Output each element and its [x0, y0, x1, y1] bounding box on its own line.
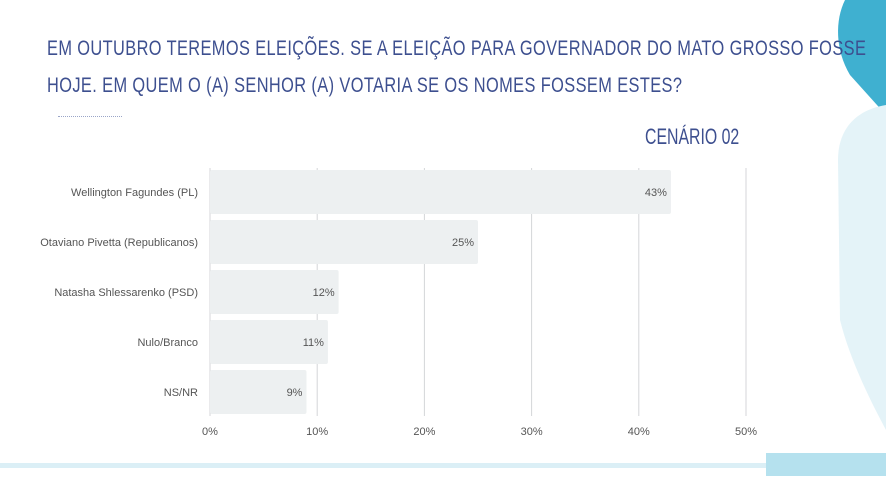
bar: [210, 320, 328, 364]
bar-value-label: 43%: [645, 187, 667, 199]
x-tick-label: 50%: [735, 426, 757, 438]
page-title: EM OUTUBRO TEREMOS ELEIÇÕES. SE A ELEIÇÃ…: [47, 30, 866, 104]
category-label: Nulo/Branco: [137, 337, 198, 349]
x-tick-label: 20%: [413, 426, 435, 438]
x-tick-label: 30%: [521, 426, 543, 438]
scenario-label: CENÁRIO 02: [645, 124, 740, 149]
divider: [58, 116, 122, 117]
x-tick-label: 10%: [306, 426, 328, 438]
bar-value-label: 25%: [452, 237, 474, 249]
bar-value-label: 9%: [287, 387, 303, 399]
title-line-2: HOJE. EM QUEM O (A) SENHOR (A) VOTARIA S…: [47, 74, 683, 97]
category-label: Natasha Shlessarenko (PSD): [54, 287, 198, 299]
x-tick-label: 0%: [202, 426, 218, 438]
bar: [210, 170, 671, 214]
bar-value-label: 11%: [303, 337, 324, 349]
bar: [210, 270, 339, 314]
bar-value-label: 12%: [313, 287, 335, 299]
category-label: Otaviano Pivetta (Republicanos): [40, 237, 198, 249]
category-label: NS/NR: [164, 387, 198, 399]
bar: [210, 220, 478, 264]
bar: [210, 370, 307, 414]
category-label: Wellington Fagundes (PL): [71, 187, 198, 199]
title-line-1: EM OUTUBRO TEREMOS ELEIÇÕES. SE A ELEIÇÃ…: [47, 37, 867, 60]
x-tick-label: 40%: [628, 426, 650, 438]
